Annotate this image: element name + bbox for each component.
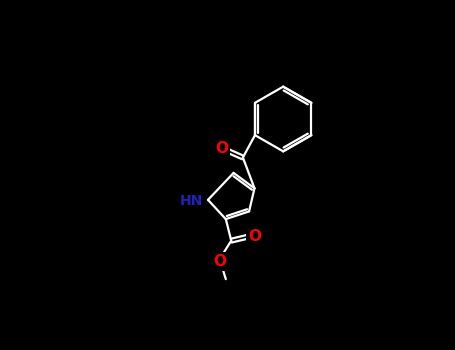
Text: O: O (248, 229, 261, 244)
Text: O: O (213, 254, 226, 269)
Text: O: O (216, 141, 228, 156)
Text: HN: HN (180, 194, 203, 208)
